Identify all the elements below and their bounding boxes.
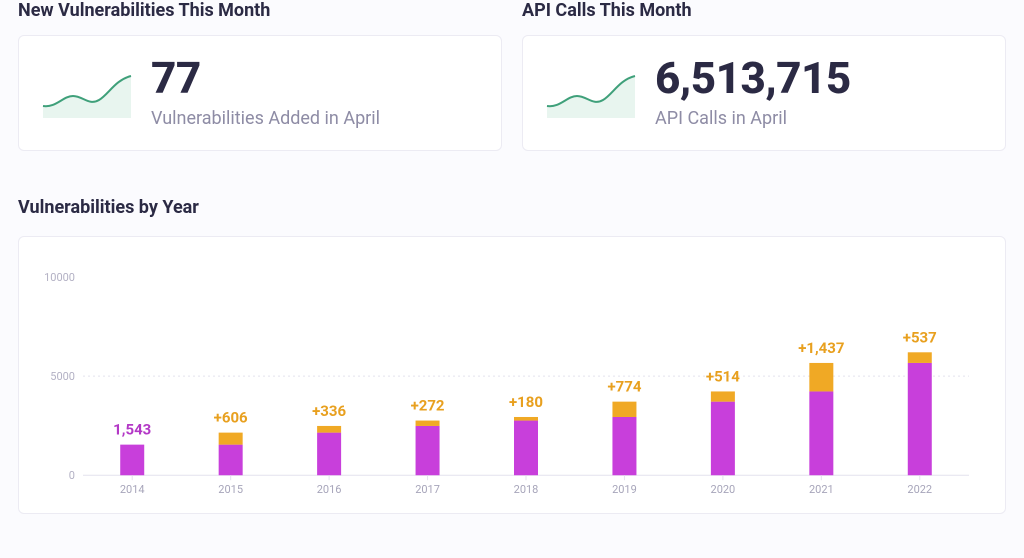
vuln-stat-card: 77 Vulnerabilities Added in April (18, 35, 502, 151)
x-tick-label: 2020 (711, 483, 736, 496)
vuln-stat-text: 77 Vulnerabilities Added in April (151, 56, 380, 129)
chart-title: Vulnerabilities by Year (18, 197, 1006, 218)
vuln-stat-label: Vulnerabilities Added in April (151, 108, 380, 129)
bar-primary (120, 445, 144, 476)
bar-label: +774 (607, 378, 641, 396)
vuln-stat-value: 77 (151, 56, 380, 100)
bar-label: +514 (706, 368, 740, 386)
bar-label: +1,437 (798, 339, 844, 357)
api-panel: API Calls This Month 6,513,715 API Calls… (522, 0, 1006, 151)
bar-secondary (416, 421, 440, 426)
x-tick-label: 2018 (514, 483, 539, 496)
bar-primary (416, 426, 440, 475)
api-panel-title: API Calls This Month (522, 0, 1006, 21)
bar-primary (711, 402, 735, 476)
x-tick-label: 2021 (809, 483, 834, 496)
bar-label: +336 (312, 402, 346, 420)
api-stat-value: 6,513,715 (655, 56, 851, 100)
bar-label: +272 (411, 397, 445, 415)
x-tick-label: 2015 (218, 483, 243, 496)
bar-label: +606 (214, 409, 248, 427)
bar-chart: 0 5000 10000 1,543 2014 +606 2015 +336 2016 +272 2… (29, 267, 979, 503)
bar-secondary (809, 363, 833, 391)
x-tick-label: 2017 (415, 483, 440, 496)
x-tick-label: 2019 (612, 483, 637, 496)
vuln-panel: New Vulnerabilities This Month 77 Vulner… (18, 0, 502, 151)
x-tick-label: 2014 (120, 483, 145, 496)
bar-label: +537 (903, 328, 937, 346)
x-tick-label: 2016 (317, 483, 342, 496)
bar-label: +180 (509, 393, 543, 411)
bar-secondary (317, 426, 341, 433)
bar-secondary (711, 391, 735, 401)
bar-secondary (908, 352, 932, 363)
vuln-panel-title: New Vulnerabilities This Month (18, 0, 502, 21)
sparkline-icon (41, 66, 133, 118)
api-stat-label: API Calls in April (655, 108, 851, 129)
sparkline-icon (545, 66, 637, 118)
bar-secondary (219, 433, 243, 445)
bar-primary (514, 421, 538, 476)
bar-secondary (612, 402, 636, 417)
bar-primary (809, 391, 833, 475)
api-stat-text: 6,513,715 API Calls in April (655, 56, 851, 129)
svg-text:5000: 5000 (50, 370, 75, 383)
bar-secondary (514, 417, 538, 421)
chart-card: 0 5000 10000 1,543 2014 +606 2015 +336 2016 +272 2… (18, 236, 1006, 514)
bar-primary (219, 445, 243, 476)
bar-primary (612, 417, 636, 475)
top-stats-row: New Vulnerabilities This Month 77 Vulner… (18, 0, 1006, 151)
svg-text:10000: 10000 (44, 271, 75, 284)
chart-section: Vulnerabilities by Year 0 5000 10000 1,543 2… (18, 197, 1006, 514)
svg-text:0: 0 (69, 469, 75, 482)
api-stat-card: 6,513,715 API Calls in April (522, 35, 1006, 151)
bar-primary (317, 433, 341, 476)
bar-primary (908, 363, 932, 475)
x-tick-label: 2022 (907, 483, 932, 496)
bar-label: 1,543 (113, 421, 151, 439)
